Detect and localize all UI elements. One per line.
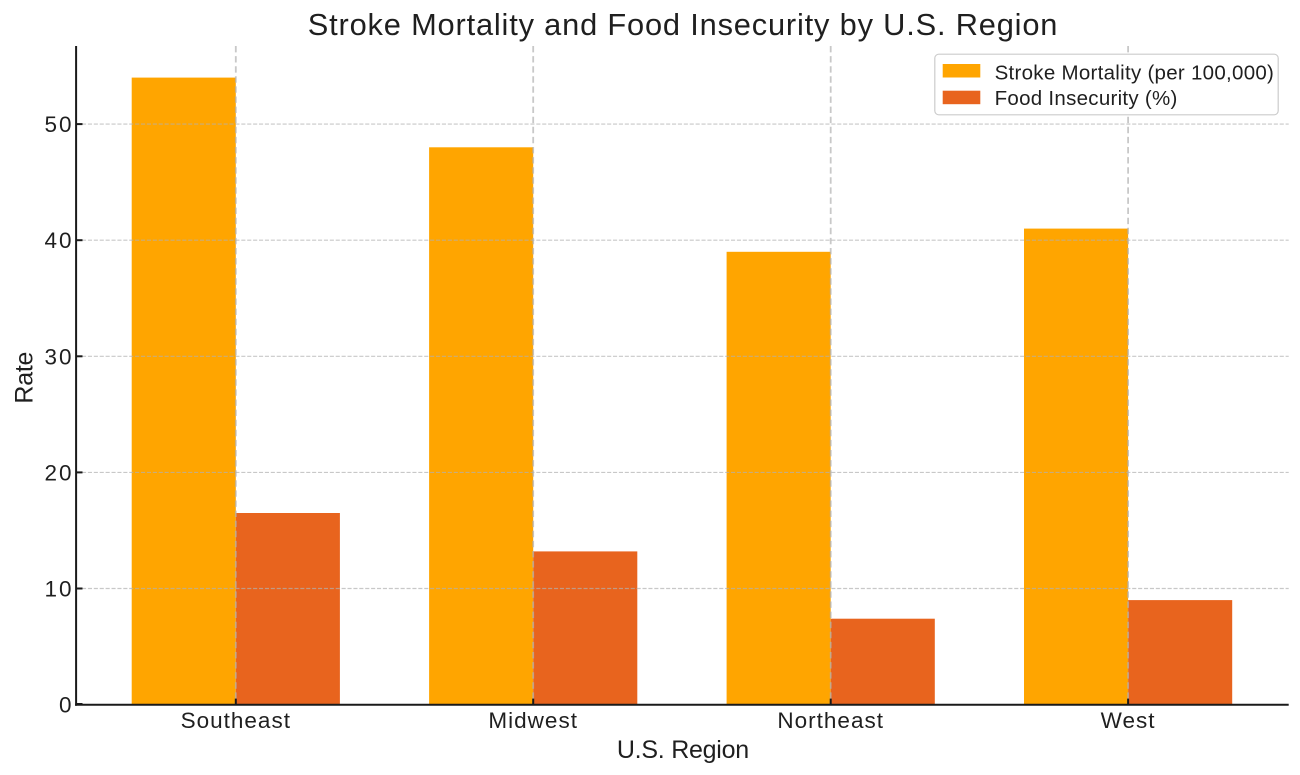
svg-text:Rate: Rate (10, 352, 38, 404)
svg-text:30: 30 (44, 344, 73, 369)
svg-text:U.S. Region: U.S. Region (617, 736, 749, 764)
svg-text:Stroke Mortality and Food Inse: Stroke Mortality and Food Insecurity by … (308, 7, 1058, 42)
svg-text:Midwest: Midwest (488, 708, 578, 733)
svg-text:West: West (1101, 708, 1156, 733)
svg-text:Northeast: Northeast (777, 708, 884, 733)
svg-text:10: 10 (44, 577, 73, 602)
svg-text:0: 0 (59, 693, 74, 718)
svg-text:20: 20 (44, 460, 73, 485)
svg-text:Food Insecurity (%): Food Insecurity (%) (995, 87, 1178, 110)
svg-text:40: 40 (44, 228, 73, 253)
svg-text:Stroke Mortality (per 100,000): Stroke Mortality (per 100,000) (995, 62, 1275, 85)
svg-text:50: 50 (44, 112, 73, 137)
svg-text:Southeast: Southeast (181, 708, 291, 733)
